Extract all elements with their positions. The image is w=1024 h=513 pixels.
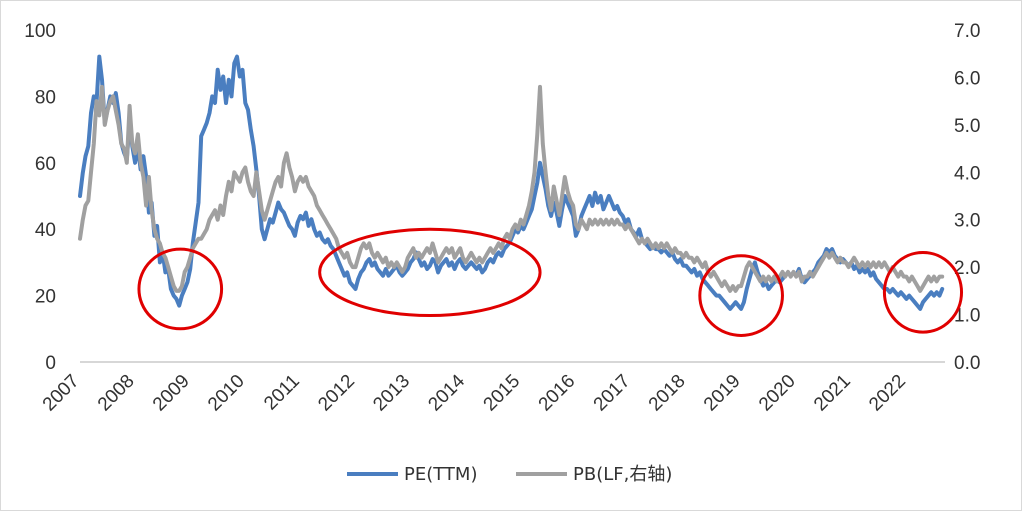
right-axis: 0.0 1.0 2.0 3.0 4.0 5.0 6.0 7.0 <box>954 21 980 374</box>
highlight-circle <box>318 227 542 318</box>
legend-label-pb: PB(LF,右轴) <box>573 464 672 485</box>
x-tick-label: 2009 <box>149 371 194 416</box>
right-tick-label: 7.0 <box>954 21 980 42</box>
x-axis: 2007 2008 2009 2010 2011 2012 2013 2014 2015 2016… <box>39 370 910 415</box>
highlight-circle <box>137 247 224 331</box>
left-axis: 0 20 40 60 80 100 <box>24 21 56 374</box>
x-tick-label: 2021 <box>810 371 855 416</box>
pe-series-line <box>78 54 945 311</box>
x-tick-label: 2019 <box>700 371 745 416</box>
left-tick-label: 40 <box>35 220 56 241</box>
x-tick-label: 2017 <box>590 371 635 416</box>
x-tick-label: 2015 <box>480 371 525 416</box>
legend: PE(TTM) PB(LF,右轴) <box>347 464 672 485</box>
legend-label-pe: PE(TTM) <box>404 464 477 485</box>
highlight-circle <box>698 254 784 337</box>
x-tick-label: 2008 <box>94 371 139 416</box>
x-tick-label: 2010 <box>204 371 249 416</box>
right-tick-label: 3.0 <box>954 211 980 232</box>
right-tick-label: 2.0 <box>954 258 980 279</box>
left-tick-label: 60 <box>35 154 56 175</box>
right-tick-label: 6.0 <box>954 68 980 89</box>
right-tick-label: 0.0 <box>954 353 980 374</box>
x-tick-label: 2018 <box>645 371 690 416</box>
x-tick-label: 2012 <box>314 371 359 416</box>
left-tick-label: 20 <box>35 287 56 308</box>
left-tick-label: 100 <box>24 21 56 42</box>
x-tick-label: 2016 <box>535 371 580 416</box>
right-tick-label: 1.0 <box>954 306 980 327</box>
right-tick-label: 4.0 <box>954 163 980 184</box>
x-tick-label: 2007 <box>39 371 84 416</box>
highlight-circle <box>882 250 964 334</box>
left-tick-label: 80 <box>35 87 56 108</box>
x-tick-label: 2020 <box>755 371 800 416</box>
x-tick-label: 2014 <box>424 370 469 415</box>
annotation-layer <box>137 227 964 337</box>
x-tick-label: 2013 <box>369 371 414 416</box>
x-tick-label: 2011 <box>260 371 304 415</box>
pb-series-line <box>78 84 945 293</box>
left-tick-label: 0 <box>45 353 56 374</box>
right-tick-label: 5.0 <box>954 116 980 137</box>
series-layer <box>78 54 945 311</box>
x-tick-label: 2022 <box>865 371 910 416</box>
